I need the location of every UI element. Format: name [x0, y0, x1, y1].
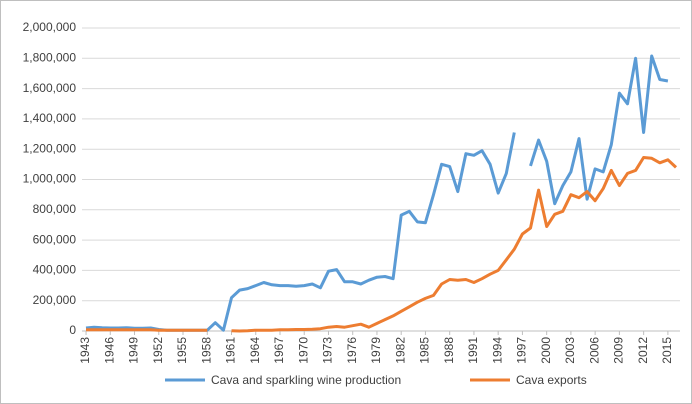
x-tick-label: 1955 — [175, 337, 189, 364]
y-tick-label: 800,000 — [33, 202, 77, 216]
x-tick-label: 1982 — [393, 337, 407, 364]
x-tick-label: 1964 — [248, 337, 262, 364]
x-tick-label: 1961 — [224, 337, 238, 364]
y-tick-label: 200,000 — [33, 293, 77, 307]
y-tick-label: 1,400,000 — [23, 111, 77, 125]
x-tick-label: 2003 — [563, 337, 577, 364]
x-tick-label: 1943 — [78, 337, 92, 364]
x-tick-label: 2009 — [612, 337, 626, 364]
x-tick-label: 2006 — [587, 337, 601, 364]
x-tick-label: 1979 — [369, 337, 383, 364]
x-tick-label: 1985 — [418, 337, 432, 364]
x-tick-label: 1997 — [515, 337, 529, 364]
y-tick-label: 600,000 — [33, 232, 77, 246]
x-tick-label: 1988 — [442, 337, 456, 364]
x-tick-label: 1994 — [490, 337, 504, 364]
x-tick-label: 1967 — [272, 337, 286, 364]
x-tick-label: 1958 — [199, 337, 213, 364]
x-tick-label: 1976 — [345, 337, 359, 364]
x-tick-label: 1949 — [127, 337, 141, 364]
legend-label: Cava and sparkling wine production — [211, 373, 401, 387]
y-tick-label: 1,200,000 — [23, 141, 77, 155]
x-tick-label: 1952 — [151, 337, 165, 364]
x-tick-label: 1973 — [321, 337, 335, 364]
y-tick-label: 1,600,000 — [23, 81, 77, 95]
y-tick-label: 0 — [69, 323, 76, 337]
x-tick-label: 2012 — [636, 337, 650, 364]
x-tick-label: 1991 — [466, 337, 480, 364]
x-tick-label: 2015 — [660, 337, 674, 364]
x-tick-label: 1970 — [296, 337, 310, 364]
legend-label: Cava exports — [516, 373, 587, 387]
x-tick-label: 1946 — [102, 337, 116, 364]
x-tick-label: 2000 — [539, 337, 553, 364]
y-tick-label: 2,000,000 — [23, 20, 77, 34]
y-tick-label: 400,000 — [33, 263, 77, 277]
series-line — [86, 156, 678, 333]
y-tick-label: 1,000,000 — [23, 172, 77, 186]
y-tick-label: 1,800,000 — [23, 50, 77, 64]
